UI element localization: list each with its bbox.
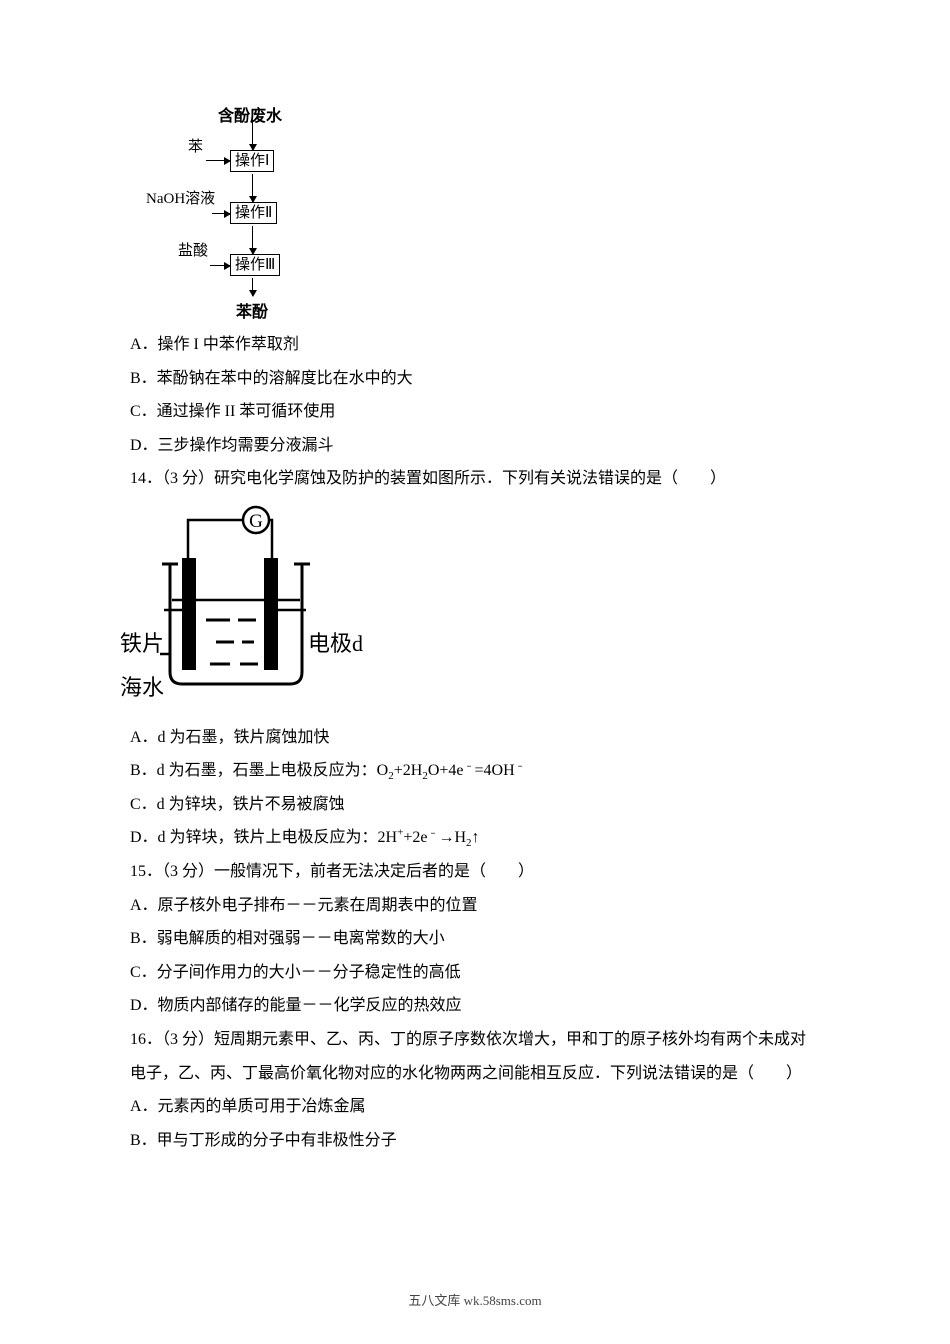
diagram-right-label: 电极d [308,621,363,667]
page-footer: 五八文库 wk.58sms.com [0,1293,950,1310]
q16-stem: 16．（3 分）短周期元素甲、乙、丙、丁的原子序数依次增大，甲和丁的原子核外均有… [130,1023,820,1090]
text-part: +2e [403,829,427,846]
q14-option-b: B．d 为石墨，石墨上电极反应为：O2+2H2O+4e﹣=4OH﹣ [130,754,820,788]
flow-box-2: 操作Ⅱ [230,202,277,224]
q14-option-a: A．d 为石墨，铁片腐蚀加快 [130,721,820,755]
flow-input-1: 苯 [188,138,203,156]
arrow-down-icon [252,226,253,254]
q13-option-a: A．操作 I 中苯作萃取剂 [130,328,820,362]
diagram-left-label: 铁片 [120,621,164,667]
diagram-solution-label: 海水 [120,665,164,711]
q14-stem: 14．（3 分）研究电化学腐蚀及防护的装置如图所示．下列有关说法错误的是（ ） [130,462,820,496]
q15-option-b: B．弱电解质的相对强弱－－电离常数的大小 [130,922,820,956]
q14-option-d: D．d 为锌块，铁片上电极反应为：2H++2e﹣→H2↑ [130,821,820,855]
arrow-right-icon [206,160,230,161]
q13-option-b: B．苯酚钠在苯中的溶解度比在水中的大 [130,362,820,396]
arrow-right-icon [212,213,230,214]
text-part: B．d 为石墨，石墨上电极反应为：O [130,762,388,779]
q15-option-c: C．分子间作用力的大小－－分子稳定性的高低 [130,956,820,990]
q15-option-a: A．原子核外电子排布－－元素在周期表中的位置 [130,889,820,923]
q16-option-b: B．甲与丁形成的分子中有非极性分子 [130,1124,820,1158]
q13-flowchart: 含酚废水 苯 操作Ⅰ NaOH溶液 操作Ⅱ 盐酸 操作Ⅲ 苯酚 [140,100,390,320]
arrow-right-icon [210,265,230,266]
flow-box-1: 操作Ⅰ [230,150,274,172]
text-part: →H [438,829,466,846]
text-part: O+4e [428,762,464,779]
page: 含酚废水 苯 操作Ⅰ NaOH溶液 操作Ⅱ 盐酸 操作Ⅲ 苯酚 A．操作 I 中… [0,0,950,1344]
q14-option-c: C．d 为锌块，铁片不易被腐蚀 [130,788,820,822]
q16-option-a: A．元素丙的单质可用于冶炼金属 [130,1090,820,1124]
q15-stem: 15．（3 分）一般情况下，前者无法决定后者的是（ ） [130,855,820,889]
text-part: =4OH [475,762,515,779]
flow-bottom-label: 苯酚 [236,296,268,330]
text-part: D．d 为锌块，铁片上电极反应为：2H [130,829,397,846]
arrow-down-icon [252,120,253,150]
flow-input-3: 盐酸 [178,242,208,260]
meter-label: G [249,511,263,532]
flow-input-2: NaOH溶液 [146,190,215,208]
q15-option-d: D．物质内部储存的能量－－化学反应的热效应 [130,989,820,1023]
text-part: ↑ [472,829,480,846]
text-part: +2H [394,762,423,779]
q13-option-c: C．通过操作 II 苯可循环使用 [130,395,820,429]
flow-box-3: 操作Ⅲ [230,254,280,276]
q13-option-d: D．三步操作均需要分液漏斗 [130,429,820,463]
flow-top-label: 含酚废水 [218,100,282,134]
arrow-down-icon [252,278,253,296]
arrow-down-icon [252,174,253,202]
